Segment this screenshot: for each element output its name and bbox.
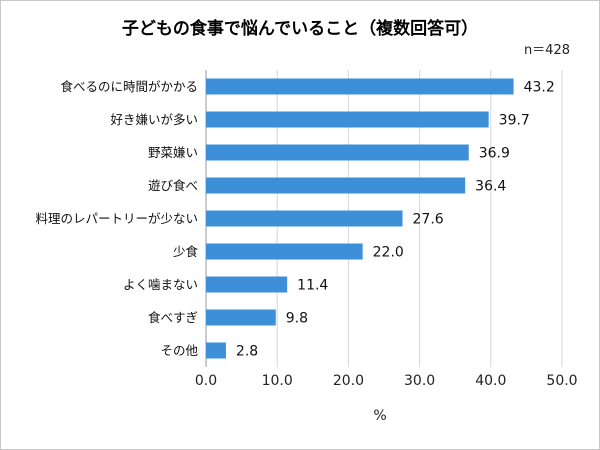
category-label: 食べすぎ	[148, 310, 198, 325]
value-labels: 43.2 39.7 36.9 36.4 27.6 22.0 11.4 9.8 2.8	[236, 80, 555, 360]
category-label: 食べるのに時間がかかる	[60, 79, 198, 94]
bar	[206, 144, 469, 161]
bar	[206, 342, 226, 359]
bar	[206, 111, 489, 128]
value-label: 36.4	[475, 179, 506, 195]
bar	[206, 243, 363, 260]
category-label: 少食	[173, 244, 199, 259]
chart-title: 子どもの食事で悩んでいること（複数回答可）	[122, 18, 478, 39]
bars	[206, 78, 514, 359]
value-label: 22.0	[373, 245, 404, 261]
x-axis-label: %	[373, 408, 386, 424]
value-label: 11.4	[297, 278, 328, 294]
category-label: 野菜嫌い	[148, 145, 198, 160]
bar	[206, 78, 514, 95]
category-label: 遊び食べ	[148, 178, 198, 193]
sample-size-note: n＝428	[524, 43, 570, 58]
x-tick-label: 20.0	[333, 373, 364, 389]
bar	[206, 210, 403, 227]
x-tick-labels: 0.0 10.0 20.0 30.0 40.0 50.0	[195, 373, 578, 389]
value-label: 27.6	[413, 212, 444, 228]
bar	[206, 177, 466, 194]
value-label: 39.7	[499, 113, 530, 129]
x-tick-label: 50.0	[546, 373, 577, 389]
category-label: その他	[160, 343, 198, 358]
x-tick-label: 40.0	[475, 373, 506, 389]
x-tick-label: 10.0	[262, 373, 293, 389]
category-label: 料理のレパートリーが少ない	[35, 211, 198, 226]
bar	[206, 309, 276, 326]
x-tick-label: 30.0	[404, 373, 435, 389]
value-label: 36.9	[479, 146, 510, 162]
bar	[206, 276, 288, 293]
value-label: 2.8	[236, 344, 258, 360]
category-labels: 食べるのに時間がかかる好き嫌いが多い野菜嫌い遊び食べ料理のレパートリーが少ない少…	[35, 79, 198, 358]
value-label: 9.8	[286, 311, 308, 327]
x-tick-label: 0.0	[195, 373, 217, 389]
category-label: よく噛まない	[123, 277, 198, 292]
value-label: 43.2	[524, 80, 555, 96]
category-label: 好き嫌いが多い	[110, 112, 198, 127]
